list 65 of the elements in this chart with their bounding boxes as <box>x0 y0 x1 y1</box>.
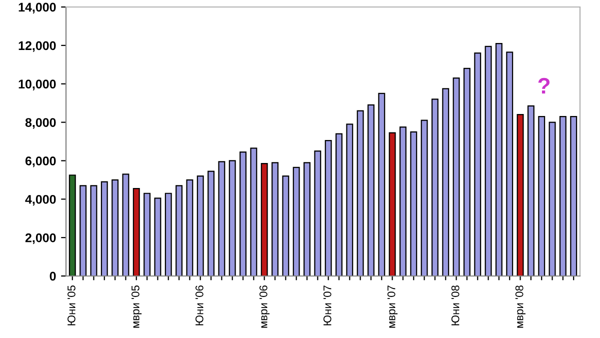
bar <box>388 132 396 276</box>
annotation: ? <box>538 78 550 94</box>
bar <box>260 163 268 276</box>
bar <box>463 68 470 276</box>
bar <box>548 122 556 276</box>
bar <box>112 179 119 276</box>
y-tick-label: 10,000 <box>18 80 56 90</box>
bar <box>90 185 98 276</box>
bar <box>176 185 183 276</box>
y-tick-label: 2,000 <box>25 233 56 244</box>
x-tick-label: мври '06 <box>259 286 270 328</box>
bar <box>304 162 310 276</box>
y-tick-label: 14,000 <box>18 2 56 14</box>
bar <box>420 120 428 276</box>
bar <box>122 174 130 276</box>
y-tick-label: 12,000 <box>18 41 56 52</box>
bar <box>484 46 492 276</box>
bar <box>68 174 76 276</box>
bar <box>196 176 204 276</box>
bar <box>527 105 534 276</box>
bar <box>250 148 258 276</box>
bar <box>570 116 578 276</box>
bar <box>368 104 374 276</box>
bar <box>356 110 364 276</box>
x-tick-label: мври '07 <box>387 286 398 328</box>
bar <box>410 131 418 276</box>
y-tick-label: 4,000 <box>25 194 56 206</box>
x-tick-label: Юни '05 <box>68 285 76 326</box>
x-tick-label: Юни '08 <box>451 286 460 326</box>
bar <box>506 52 514 276</box>
bar <box>282 176 290 276</box>
x-tick-label: мври '05 <box>131 285 142 328</box>
y-tick-label: 0 <box>50 272 56 281</box>
bar <box>154 198 162 276</box>
bar <box>208 170 215 276</box>
x-tick-label: Юни '06 <box>195 286 204 326</box>
bar <box>240 152 247 276</box>
bar <box>164 192 172 276</box>
x-tick-label: Юни '07 <box>323 286 332 326</box>
x-tick-label: мври '08 <box>515 286 526 328</box>
bar <box>80 185 87 276</box>
bar <box>186 179 194 276</box>
bar <box>495 42 502 276</box>
bar <box>399 126 406 276</box>
bar <box>474 52 482 276</box>
bar <box>324 140 332 276</box>
bar <box>516 114 524 276</box>
bar <box>314 150 322 276</box>
bar <box>559 116 566 276</box>
bar <box>378 92 386 276</box>
bar <box>336 133 342 276</box>
bar <box>132 188 140 276</box>
bar <box>144 192 151 276</box>
bar <box>292 166 300 276</box>
bar <box>228 160 236 276</box>
bar <box>431 98 438 276</box>
bar <box>346 124 354 276</box>
bar <box>272 162 278 276</box>
y-tick-label: 6,000 <box>25 156 56 168</box>
bar <box>538 116 546 276</box>
y-tick-label: 8,000 <box>25 118 56 129</box>
bar <box>100 181 108 276</box>
bar <box>442 88 450 276</box>
bar <box>452 78 460 276</box>
bar <box>218 161 226 276</box>
